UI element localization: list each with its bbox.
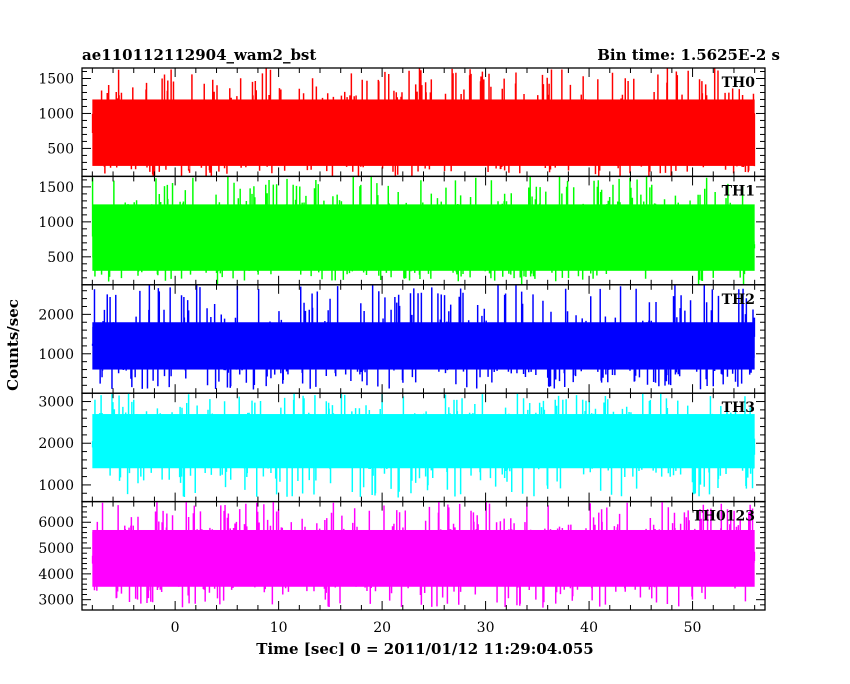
panel-label-th0: TH0: [722, 75, 756, 91]
y-tick-label: 1500: [38, 180, 74, 196]
x-tick-label: 40: [580, 620, 598, 636]
x-tick-label: 20: [373, 620, 391, 636]
panel-label-th1: TH1: [722, 183, 755, 199]
y-tick-label: 1000: [38, 106, 74, 122]
y-tick-label: 500: [47, 250, 74, 266]
panel-th2: 1000 2000 TH2: [38, 284, 766, 394]
chart-title: ae110112112904_wam2_bst: [82, 46, 316, 64]
y-tick-label: 1000: [38, 215, 74, 231]
series-core-th0: [92, 99, 755, 166]
y-tick-label: 2000: [38, 436, 74, 452]
x-tick-label: 50: [684, 620, 702, 636]
x-tick-label: 10: [270, 620, 288, 636]
y-tick-label: 3000: [38, 593, 74, 609]
panel-label-th3: TH3: [722, 400, 755, 416]
x-tick-label: 30: [477, 620, 495, 636]
x-tick-label: 0: [171, 620, 180, 636]
y-axis-label: Counts/sec: [4, 299, 22, 391]
bin-time-label: Bin time: 1.5625E-2 s: [597, 46, 780, 64]
panel-th3: 1000 2000 3000 TH3: [38, 392, 766, 503]
panel-th0123: 3000 4000 5000 6000 TH0123: [38, 500, 766, 611]
y-tick-label: 3000: [38, 395, 74, 411]
y-tick-label: 5000: [38, 541, 74, 557]
y-tick-label: 6000: [38, 515, 74, 531]
y-tick-label: 1000: [38, 347, 74, 363]
series-core-th0123: [92, 529, 755, 587]
panel-th0: 500 1000 1500 TH0: [38, 67, 766, 178]
series-core-th2: [92, 322, 755, 370]
y-tick-label: 500: [47, 141, 74, 157]
panel-th1: 500 1000 1500 TH1: [38, 175, 766, 286]
y-tick-label: 2000: [38, 307, 74, 323]
series-core-th3: [92, 414, 755, 469]
y-tick-label: 1000: [38, 478, 74, 494]
panel-label-th0123: TH0123: [692, 509, 755, 525]
y-tick-label: 1500: [38, 71, 74, 87]
y-tick-label: 4000: [38, 567, 74, 583]
panel-label-th2: TH2: [722, 292, 755, 308]
x-axis-label: Time [sec] 0 = 2011/01/12 11:29:04.055: [256, 640, 593, 658]
series-core-th1: [92, 204, 755, 271]
